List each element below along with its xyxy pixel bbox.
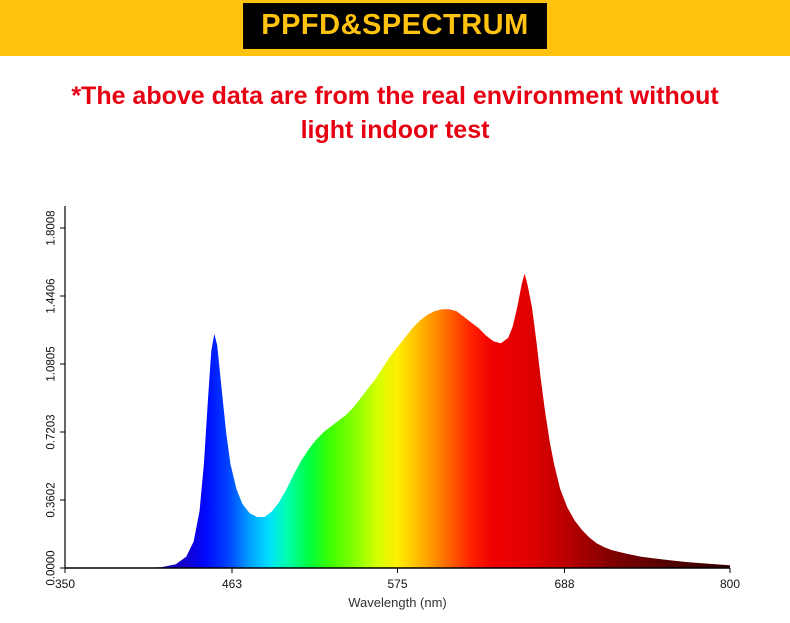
x-axis-title: Wavelength (nm) bbox=[348, 595, 447, 610]
y-tick-label: 0.7203 bbox=[46, 414, 58, 449]
y-tick-label: 0.0000 bbox=[46, 550, 58, 585]
x-tick-label: 688 bbox=[554, 577, 574, 591]
y-tick-label: 1.8008 bbox=[46, 210, 58, 245]
disclaimer-line-1: *The above data are from the real enviro… bbox=[71, 82, 719, 110]
y-tick-label: 1.4406 bbox=[46, 278, 58, 313]
disclaimer-note: *The above data are from the real enviro… bbox=[0, 80, 790, 148]
x-tick-label: 463 bbox=[222, 577, 242, 591]
spectrum-area bbox=[65, 273, 730, 568]
y-tick-label: 0.3602 bbox=[46, 482, 58, 517]
y-tick-label: 1.0805 bbox=[46, 346, 58, 381]
x-tick-label: 800 bbox=[720, 577, 740, 591]
disclaimer-line-2: light indoor test bbox=[300, 115, 490, 144]
header-banner: PPFD&SPECTRUM bbox=[0, 0, 790, 56]
page-title: PPFD&SPECTRUM bbox=[243, 3, 547, 49]
x-tick-label: 575 bbox=[387, 577, 407, 591]
x-tick-label: 350 bbox=[55, 577, 75, 591]
